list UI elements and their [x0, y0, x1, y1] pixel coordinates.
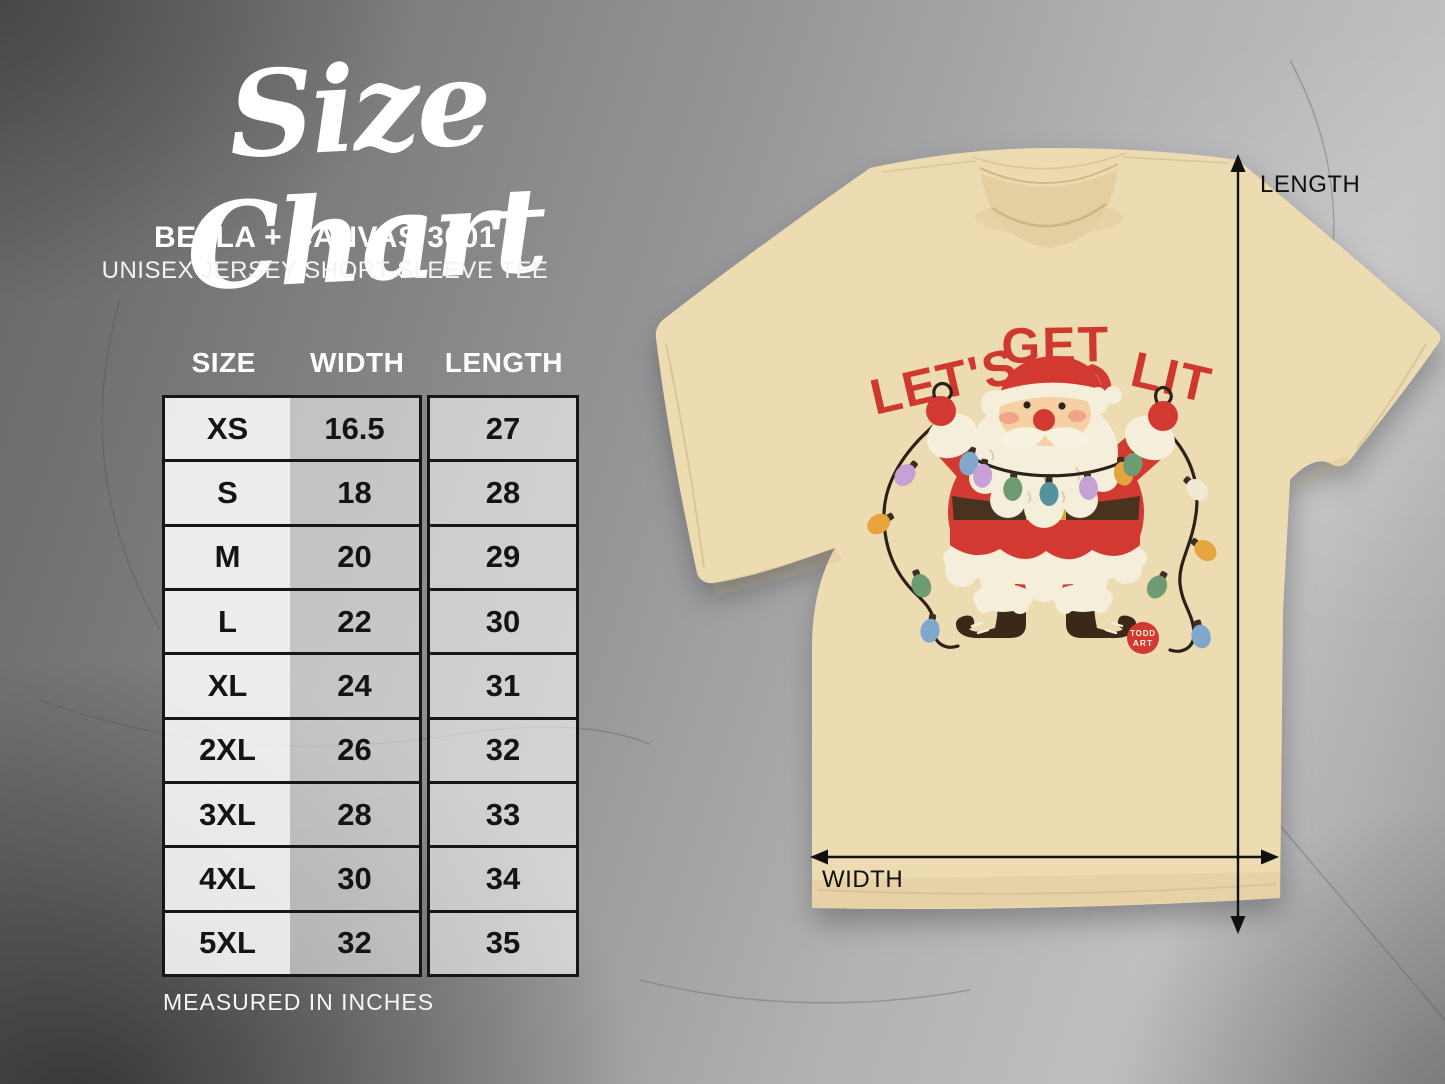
brand-badge: TODD ART [1127, 622, 1159, 654]
column-header-size: SIZE [191, 347, 256, 378]
table-row: 28 [430, 459, 576, 524]
length-cell: 34 [430, 848, 576, 910]
table-header-row: SIZE WIDTH LENGTH [162, 347, 579, 379]
length-cell: 28 [430, 462, 576, 524]
table-row: XS 16.5 [165, 398, 419, 460]
length-cell: 31 [430, 655, 576, 717]
table-row: 31 [430, 652, 576, 717]
table-row: L 22 [165, 587, 419, 653]
size-cell: 2XL [165, 719, 290, 781]
length-cell: 32 [430, 719, 576, 781]
size-cell: 3XL [165, 783, 290, 846]
table-row: XL 24 [165, 652, 419, 717]
santa-leg-cuffs [973, 584, 1113, 614]
size-cell: L [165, 590, 290, 653]
table-row: M 20 [165, 523, 419, 588]
table-row: 32 [430, 716, 576, 781]
units-footnote: MEASURED IN INCHES [163, 989, 435, 1015]
table-row: 35 [430, 909, 576, 974]
santa-coat-hem [950, 520, 1140, 560]
table-row: 27 [430, 398, 576, 460]
table-row: 3XL 28 [165, 780, 419, 846]
width-cell: 20 [290, 526, 419, 588]
santa-mittens [926, 396, 1178, 461]
width-cell: 32 [290, 912, 419, 974]
length-cell: 35 [430, 912, 576, 974]
length-cell: 27 [430, 398, 576, 460]
size-cell: 5XL [165, 912, 290, 974]
width-cell: 28 [290, 783, 419, 846]
fabric-shading [712, 201, 1352, 909]
table-row: 5XL 32 [165, 909, 419, 974]
size-cell: S [165, 462, 290, 524]
table-row: 4XL 30 [165, 845, 419, 910]
width-cell: 22 [290, 590, 419, 653]
badge-line-1: TODD [1130, 629, 1156, 638]
table-row: 33 [430, 780, 576, 846]
length-cell: 30 [430, 590, 576, 653]
table-row: S 18 [165, 459, 419, 524]
length-arrow [1230, 154, 1246, 934]
size-cell: M [165, 526, 290, 588]
length-block: 27 28 29 30 31 32 33 34 35 [427, 395, 579, 977]
width-cell: 16.5 [290, 398, 419, 460]
collar [881, 152, 1229, 248]
santa-illustration: TODD ART [867, 355, 1217, 654]
table-row: 2XL 26 [165, 716, 419, 781]
table-row: 30 [430, 587, 576, 653]
badge-line-2: ART [1133, 638, 1153, 648]
width-arrow [810, 849, 1279, 865]
size-cell: XS [165, 398, 290, 460]
light-bulbs [867, 424, 1217, 649]
column-header-width: WIDTH [310, 347, 405, 378]
size-cell: 4XL [165, 848, 290, 910]
width-cell: 18 [290, 462, 419, 524]
length-cell: 29 [430, 526, 576, 588]
brand-subtitle: BELLA + CANVAS 3001 [153, 221, 497, 254]
width-label: WIDTH [822, 866, 903, 893]
column-header-length: LENGTH [444, 347, 563, 378]
width-cell: 24 [290, 655, 419, 717]
width-cell: 26 [290, 719, 419, 781]
stitch-lines [665, 343, 1427, 895]
size-width-block: XS 16.5 S 18 M 20 L 22 XL 24 2XL 26 3XL 28 4XL 3… [162, 395, 422, 977]
length-label: LENGTH [1260, 171, 1360, 198]
length-cell: 33 [430, 783, 576, 846]
table-row: 34 [430, 845, 576, 910]
width-cell: 30 [290, 848, 419, 910]
size-cell: XL [165, 655, 290, 717]
table-row: 29 [430, 523, 576, 588]
size-chart-table: XS 16.5 S 18 M 20 L 22 XL 24 2XL 26 3XL 28 4XL 3… [162, 395, 579, 977]
product-subtitle: UNISEX JERSEY SHORT SLEEVE TEE [101, 257, 549, 284]
